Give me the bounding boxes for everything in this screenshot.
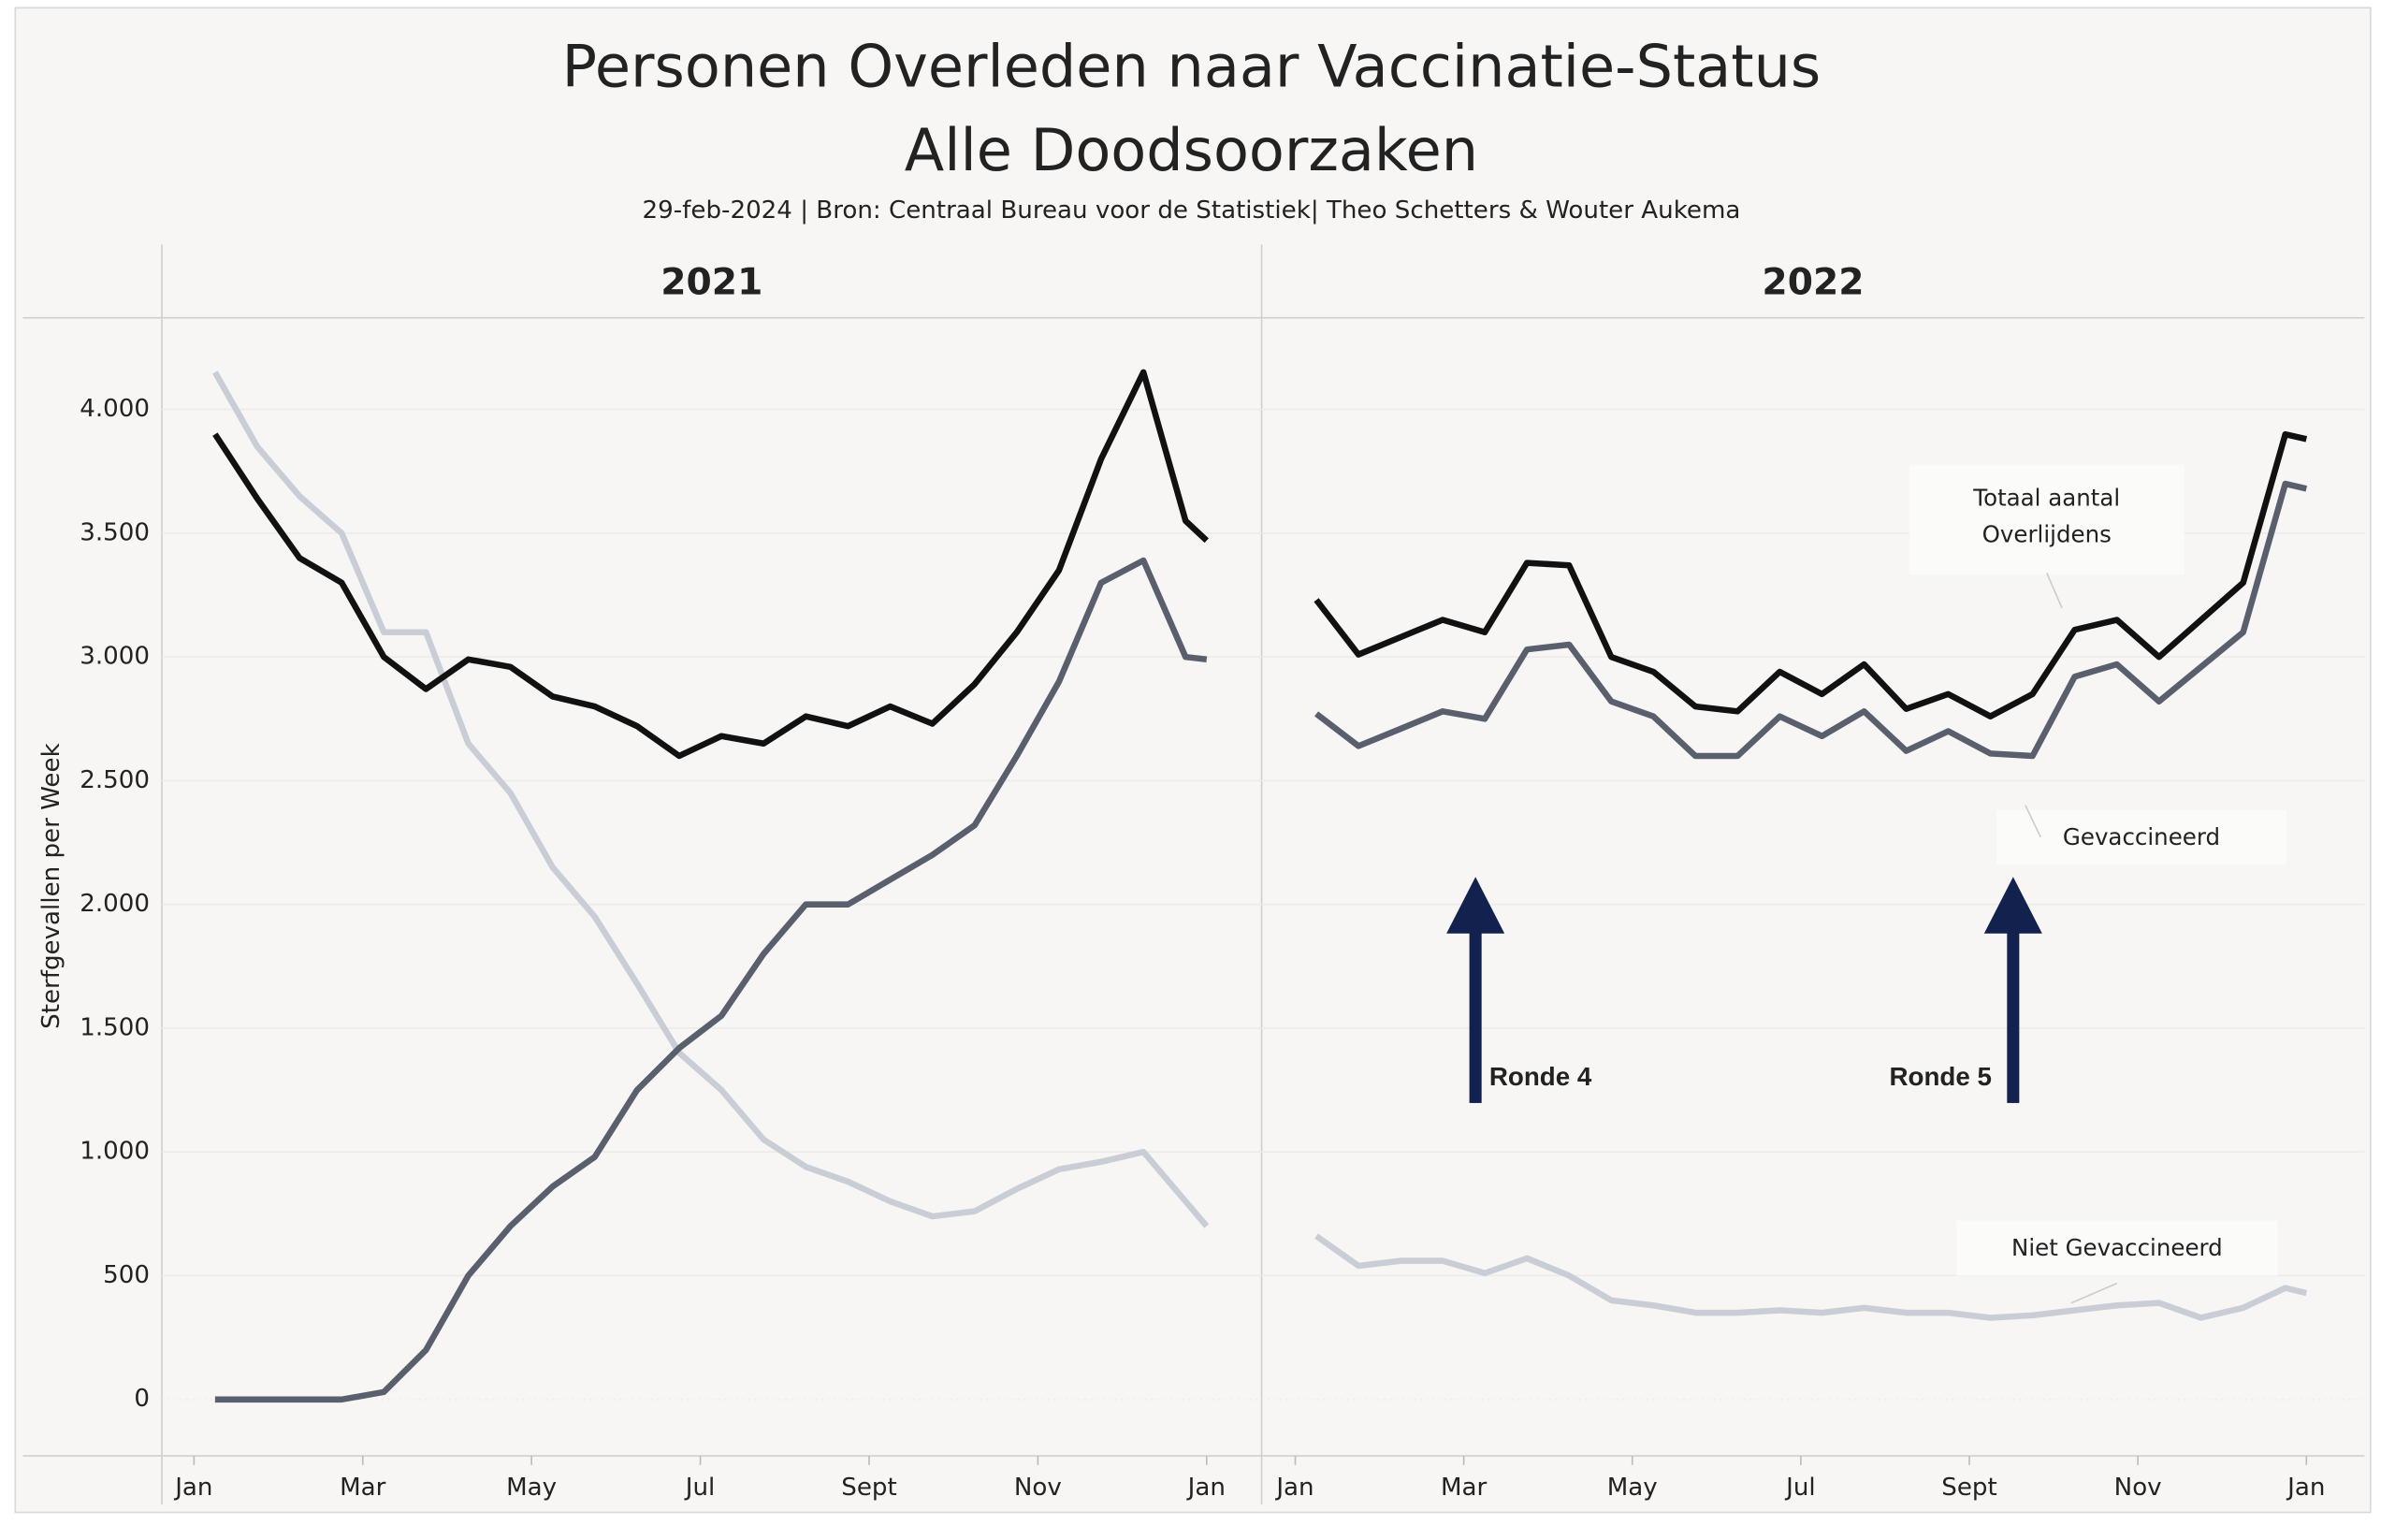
chart-subtitle: 29-feb-2024 | Bron: Centraal Bureau voor… [643,196,1741,225]
x-tick-label: Nov [2114,1474,2162,1502]
x-tick-label: Sept [841,1474,896,1502]
y-tick-label: 500 [103,1261,150,1289]
series-label-box: Gevaccineerd [2062,823,2221,851]
y-tick-label: 2.500 [80,766,150,794]
annotation: Ronde 5 [1889,1062,1991,1091]
series-label: Gevaccineerd [2062,823,2221,851]
x-tick-label: Sept [1941,1474,1996,1502]
x-tick-label: Jul [1784,1474,1816,1502]
panel-title: 2022 [1762,261,1864,303]
x-tick-label: May [1607,1474,1658,1502]
series-line [214,557,1208,1403]
label-box [1956,1220,2278,1276]
leader-line [2025,805,2041,838]
chart-background [14,7,2372,1514]
x-tick-label: Jan [2286,1474,2325,1502]
y-tick-label: 1.500 [80,1013,150,1041]
y-tick-label: 0 [134,1385,150,1413]
chart-title: Alle Doodsoorzaken [905,116,1478,184]
series-label-box: Totaal aantal Overlijdens [1973,484,2121,549]
series-line [1314,430,2308,719]
series-line [212,369,1210,760]
leader-line [2046,573,2063,609]
x-tick-label: May [506,1474,557,1502]
panel-title: 2021 [660,261,762,303]
x-tick-label: Jan [173,1474,212,1502]
x-tick-label: Jul [684,1474,716,1502]
arrow-head [1446,877,1505,934]
x-tick-label: Nov [1014,1474,1062,1502]
series-line [212,370,1210,1228]
series-label: Niet Gevaccineerd [2011,1234,2223,1262]
x-tick-label: Jan [1186,1474,1226,1502]
label-box [1996,809,2287,865]
label-box [1909,464,2185,575]
x-tick-label: Mar [340,1474,386,1502]
x-tick-label: Jan [1274,1474,1314,1502]
y-tick-label: 3.000 [80,643,150,671]
y-tick-label: 1.000 [80,1138,150,1166]
arrow-shaft [1469,928,1482,1103]
series-line [1314,480,2308,760]
annotation: Ronde 4 [1489,1062,1592,1091]
y-tick-label: 2.000 [80,890,150,918]
chart-title: Personen Overleden naar Vaccinatie-Statu… [562,32,1822,100]
series-label: Totaal aantal Overlijdens [1973,484,2121,549]
series-label-box: Niet Gevaccineerd [2011,1234,2223,1262]
series-line [1314,1233,2308,1321]
y-axis-label: Sterfgevallen per Week [37,742,65,1028]
y-tick-label: 4.000 [80,395,150,423]
y-tick-label: 3.500 [80,518,150,546]
arrow-head [1983,877,2042,934]
leader-line [2070,1282,2118,1304]
x-tick-label: Mar [1441,1474,1488,1502]
arrow-shaft [2007,928,2020,1103]
